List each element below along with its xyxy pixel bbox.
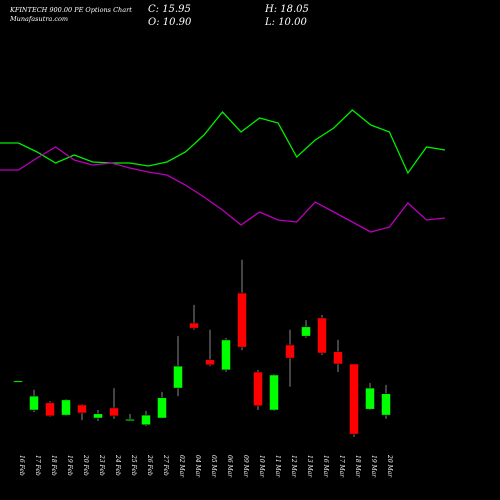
close-label: C: 15.95 <box>148 4 191 15</box>
x-tick-label: 23 Feb <box>98 454 105 476</box>
chart-title: KFINTECH 900.00 PE Options Chart Munafas… <box>10 6 132 23</box>
x-tick-label: 16 Feb <box>18 455 25 476</box>
x-tick-label: 09 Mar <box>242 455 249 478</box>
candle-body <box>221 339 231 371</box>
candle-body <box>61 399 71 416</box>
candle-body <box>141 414 151 426</box>
candle-body <box>349 363 359 435</box>
x-tick-label: 18 Feb <box>50 455 57 476</box>
candle-body <box>93 413 103 419</box>
candle-body <box>253 371 263 407</box>
candle-body <box>381 393 391 416</box>
indicator-line <box>0 109 446 175</box>
candle-body <box>269 374 279 411</box>
x-tick-label: 18 Mar <box>354 455 361 478</box>
x-tick-label: 20 Mar <box>386 454 393 478</box>
x-tick-label: 02 Mar <box>178 455 185 478</box>
x-tick-label: 04 Mar <box>194 455 201 478</box>
x-tick-label: 19 Mar <box>370 455 377 478</box>
x-tick-label: 26 Feb <box>146 454 153 476</box>
candle-body <box>189 322 199 329</box>
x-tick-label: 25 Feb <box>130 454 137 476</box>
x-tick-label: 12 Mar <box>290 455 297 478</box>
candle-body <box>109 407 119 417</box>
candle-body <box>173 365 183 389</box>
x-tick-label: 13 Mar <box>306 455 313 478</box>
x-tick-label: 17 Feb <box>34 455 41 476</box>
x-tick-label: 11 Mar <box>274 455 281 478</box>
x-tick-label: 24 Feb <box>114 454 121 476</box>
candle-body <box>13 380 23 383</box>
x-tick-label: 16 Mar <box>322 455 329 478</box>
candle-body <box>45 402 55 417</box>
x-tick-label: 19 Feb <box>66 455 73 476</box>
low-label: L: 10.00 <box>265 17 307 28</box>
candle-body <box>301 326 311 337</box>
candle-body <box>205 359 215 366</box>
x-tick-label: 10 Mar <box>258 455 265 478</box>
candle-body <box>29 395 39 411</box>
candle-body <box>125 419 135 422</box>
x-tick-label: 17 Mar <box>338 455 345 478</box>
candle-body <box>365 387 375 410</box>
candle-body <box>237 292 247 348</box>
candle-body <box>77 404 87 414</box>
candle-body <box>317 317 327 354</box>
open-label: O: 10.90 <box>148 17 192 28</box>
high-label: H: 18.05 <box>265 4 309 15</box>
candle-body <box>333 351 343 365</box>
candle-body <box>157 397 167 419</box>
indicator-line <box>0 146 446 233</box>
x-tick-label: 20 Feb <box>82 454 89 476</box>
x-tick-label: 06 Mar <box>226 455 233 478</box>
x-tick-label: 27 Feb <box>162 454 169 476</box>
candle-body <box>285 344 295 359</box>
x-tick-label: 05 Mar <box>210 455 217 478</box>
